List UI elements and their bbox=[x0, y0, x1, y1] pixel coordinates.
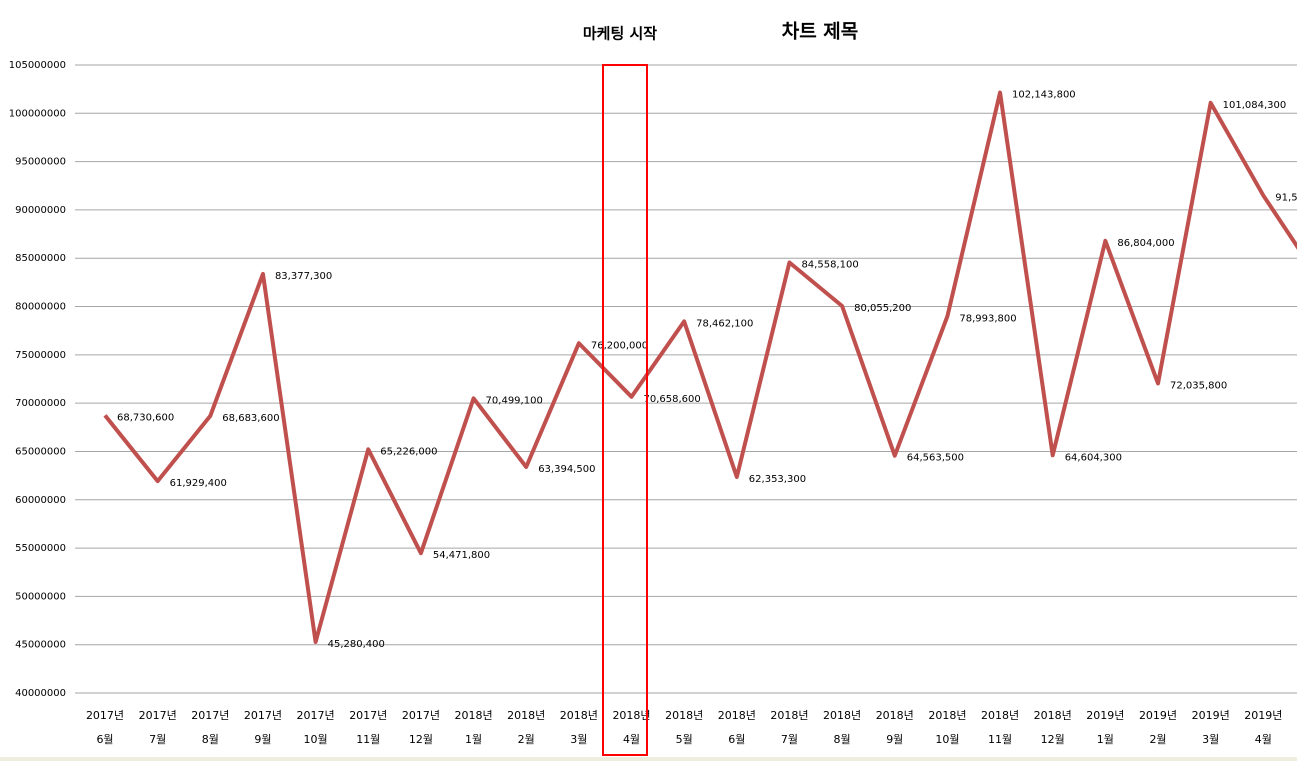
x-tick-label: 2018년 bbox=[1034, 709, 1072, 722]
x-tick-label: 11월 bbox=[988, 733, 1012, 746]
data-line bbox=[103, 90, 1297, 644]
x-tick-label: 2019년 bbox=[1139, 709, 1177, 722]
y-tick-label: 80000000 bbox=[15, 302, 66, 313]
x-tick-label: 2019년 bbox=[1192, 709, 1230, 722]
x-tick-label: 2019년 bbox=[1244, 709, 1282, 722]
y-tick-label: 95000000 bbox=[15, 157, 66, 168]
data-label: 64,563,500 bbox=[907, 453, 964, 464]
y-tick-label: 60000000 bbox=[15, 495, 66, 506]
x-tick-label: 11월 bbox=[356, 733, 380, 746]
data-label: 68,683,600 bbox=[222, 413, 279, 424]
data-label: 80,055,200 bbox=[854, 303, 911, 314]
data-label: 86,804,000 bbox=[1117, 238, 1174, 249]
x-tick-label: 2017년 bbox=[402, 709, 440, 722]
data-label: 70,499,100 bbox=[486, 395, 543, 406]
x-tick-label: 2018년 bbox=[560, 709, 598, 722]
data-label: 101,084,300 bbox=[1223, 100, 1287, 111]
data-label: 64,604,300 bbox=[1065, 452, 1122, 463]
y-tick-label: 55000000 bbox=[15, 543, 66, 554]
x-tick-label: 6월 bbox=[96, 733, 113, 746]
data-label: 45,280,400 bbox=[328, 639, 385, 650]
bottom-strip bbox=[0, 757, 1297, 761]
data-label: 61,929,400 bbox=[170, 478, 227, 489]
x-tick-label: 4월 bbox=[623, 733, 640, 746]
x-tick-label: 2018년 bbox=[612, 709, 650, 722]
data-label: 63,394,500 bbox=[538, 464, 595, 475]
x-tick-label: 1월 bbox=[1097, 733, 1114, 746]
data-label: 54,471,800 bbox=[433, 550, 490, 561]
y-tick-label: 50000000 bbox=[15, 591, 66, 602]
y-tick-label: 45000000 bbox=[15, 640, 66, 651]
x-tick-label: 2018년 bbox=[507, 709, 545, 722]
y-tick-label: 65000000 bbox=[15, 446, 66, 457]
x-tick-label: 2018년 bbox=[770, 709, 808, 722]
x-tick-label: 2017년 bbox=[139, 709, 177, 722]
x-tick-label: 12월 bbox=[1041, 733, 1065, 746]
x-tick-label: 2017년 bbox=[191, 709, 229, 722]
data-label: 65,226,000 bbox=[380, 446, 437, 457]
y-tick-label: 75000000 bbox=[15, 350, 66, 361]
y-tick-label: 105000000 bbox=[9, 60, 66, 71]
data-label: 78,993,800 bbox=[959, 313, 1016, 324]
x-tick-label: 2017년 bbox=[244, 709, 282, 722]
x-tick-label: 2017년 bbox=[297, 709, 335, 722]
grid: 40000000 45000000 50000000 55000000 60000000… bbox=[9, 60, 1297, 746]
y-tick-label: 85000000 bbox=[15, 253, 66, 264]
x-tick-label: 8월 bbox=[834, 733, 851, 746]
x-tick-label: 2월 bbox=[1149, 733, 1166, 746]
x-tick-label: 9월 bbox=[886, 733, 903, 746]
x-tick-label: 7월 bbox=[781, 733, 798, 746]
data-label: 83,377,300 bbox=[275, 271, 332, 282]
x-tick-label: 2018년 bbox=[876, 709, 914, 722]
data-label: 102,143,800 bbox=[1012, 90, 1076, 101]
chart-title: 차트 제목 bbox=[782, 21, 859, 43]
data-label: 72,035,800 bbox=[1170, 380, 1227, 391]
y-tick-label: 40000000 bbox=[15, 688, 66, 699]
x-tick-label: 10월 bbox=[304, 733, 328, 746]
x-tick-label: 2018년 bbox=[981, 709, 1019, 722]
y-tick-label: 100000000 bbox=[9, 108, 66, 119]
x-tick-label: 2019년 bbox=[1086, 709, 1124, 722]
x-tick-label: 6월 bbox=[728, 733, 745, 746]
data-label: 78,462,100 bbox=[696, 318, 753, 329]
x-tick-label: 2018년 bbox=[718, 709, 756, 722]
data-label: 76,200,000 bbox=[591, 340, 648, 351]
x-tick-label: 10월 bbox=[935, 733, 959, 746]
x-tick-label: 3월 bbox=[570, 733, 587, 746]
x-tick-label: 1월 bbox=[465, 733, 482, 746]
x-tick-label: 9월 bbox=[254, 733, 271, 746]
x-tick-label: 8월 bbox=[202, 733, 219, 746]
x-tick-label: 2018년 bbox=[928, 709, 966, 722]
x-tick-label: 2018년 bbox=[823, 709, 861, 722]
data-label: 70,658,600 bbox=[644, 394, 701, 405]
x-tick-label: 2018년 bbox=[454, 709, 492, 722]
data-label: 84,558,100 bbox=[801, 260, 858, 271]
x-tick-label: 4월 bbox=[1255, 733, 1272, 746]
data-label: 68,730,600 bbox=[117, 412, 174, 423]
plot: 68,730,600 61,929,400 68,683,600 83,377,300… bbox=[103, 90, 1297, 650]
x-tick-label: 12월 bbox=[409, 733, 433, 746]
x-tick-label: 2월 bbox=[518, 733, 535, 746]
x-tick-label: 7월 bbox=[149, 733, 166, 746]
data-label: 91,500,000 bbox=[1275, 192, 1297, 203]
x-tick-label: 2017년 bbox=[86, 709, 124, 722]
x-tick-label: 5월 bbox=[676, 733, 693, 746]
x-tick-label: 2017년 bbox=[349, 709, 387, 722]
y-tick-label: 70000000 bbox=[15, 398, 66, 409]
y-tick-label: 90000000 bbox=[15, 205, 66, 216]
annotation: 마케팅 시작 bbox=[583, 25, 657, 43]
x-tick-label: 2018년 bbox=[665, 709, 703, 722]
x-tick-label: 3월 bbox=[1202, 733, 1219, 746]
data-label: 62,353,300 bbox=[749, 474, 806, 485]
highlight-box bbox=[602, 64, 648, 756]
